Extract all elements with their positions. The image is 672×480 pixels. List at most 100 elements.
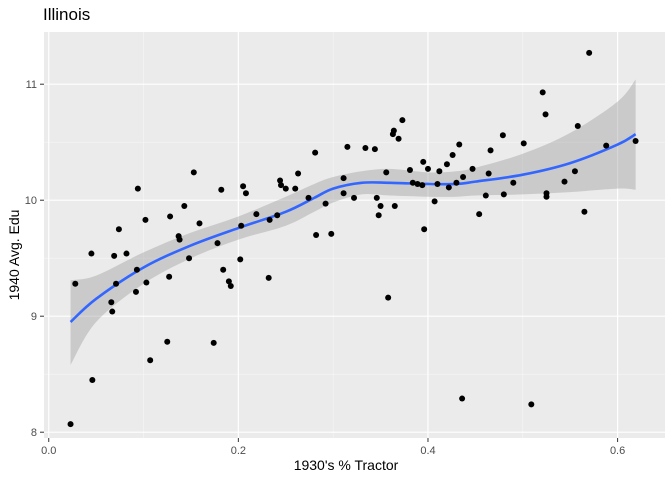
data-point <box>390 127 397 134</box>
data-point <box>214 240 221 247</box>
data-point <box>586 49 593 56</box>
data-point <box>571 168 578 175</box>
data-point <box>166 273 173 280</box>
data-point <box>115 226 122 233</box>
data-point <box>253 211 260 218</box>
y-tick-label: 11 <box>26 79 37 91</box>
data-point <box>373 194 380 201</box>
x-tick-label: 0.4 <box>420 445 435 457</box>
data-point <box>167 213 174 220</box>
data-point <box>500 191 507 198</box>
data-point <box>340 175 347 182</box>
data-point <box>445 184 452 191</box>
data-point <box>485 170 492 177</box>
data-point <box>632 138 639 145</box>
data-point <box>108 299 115 306</box>
data-point <box>542 111 549 118</box>
data-point <box>603 142 610 149</box>
data-point <box>456 141 463 148</box>
data-point <box>132 288 139 295</box>
data-point <box>67 421 74 428</box>
data-point <box>238 222 245 229</box>
data-point <box>210 339 217 346</box>
data-point <box>482 192 489 199</box>
data-point <box>89 377 96 383</box>
data-point <box>421 226 428 233</box>
data-point <box>142 216 149 223</box>
data-point <box>487 147 494 154</box>
x-tick-label: 0.2 <box>231 445 246 457</box>
x-tick-label: 0.0 <box>41 445 56 457</box>
data-point <box>383 169 390 176</box>
data-point <box>574 122 581 129</box>
data-point <box>237 256 244 263</box>
x-tick-label: 0.6 <box>610 445 625 457</box>
data-point <box>292 185 299 192</box>
data-point <box>362 145 369 151</box>
data-point <box>561 178 568 185</box>
data-point <box>539 89 546 96</box>
minor-gridlines <box>44 32 665 438</box>
data-point <box>274 212 281 219</box>
chart-title: Illinois <box>43 5 90 24</box>
data-point <box>391 203 398 209</box>
data-point <box>424 165 431 172</box>
data-point <box>510 179 517 186</box>
y-tick-label: 8 <box>31 427 37 439</box>
data-point <box>322 200 329 207</box>
data-point <box>278 182 285 189</box>
data-point <box>499 132 506 139</box>
data-point <box>147 357 154 364</box>
data-point <box>520 140 527 147</box>
data-point <box>134 185 141 192</box>
data-point <box>143 279 150 286</box>
data-point <box>476 211 483 218</box>
data-point <box>581 208 588 215</box>
data-point <box>419 182 426 189</box>
data-point <box>434 180 441 187</box>
data-point <box>277 177 284 184</box>
data-point <box>227 283 234 290</box>
data-point <box>176 236 183 243</box>
data-point <box>543 193 550 200</box>
data-point <box>469 165 476 172</box>
data-point <box>395 135 402 142</box>
data-point <box>377 203 384 209</box>
data-point <box>266 216 273 223</box>
data-point <box>305 194 312 201</box>
data-point <box>265 274 272 281</box>
data-point <box>399 117 406 124</box>
data-point <box>459 395 466 402</box>
data-point <box>111 252 118 259</box>
y-tick-label: 9 <box>31 311 37 323</box>
axes: 0.0 0.2 0.4 0.6 8 9 10 11 <box>25 79 625 457</box>
data-point <box>414 180 421 187</box>
data-point <box>351 194 358 201</box>
data-point <box>88 250 95 257</box>
data-points <box>67 49 639 428</box>
data-point <box>460 174 467 180</box>
data-point <box>443 161 450 168</box>
data-point <box>431 198 438 205</box>
data-point <box>344 143 351 150</box>
data-point <box>196 220 203 227</box>
data-point <box>220 266 227 273</box>
data-point <box>123 250 130 257</box>
data-point <box>385 294 392 301</box>
y-axis-title: 1940 Avg. Edu <box>6 210 22 301</box>
data-point <box>328 230 335 237</box>
smooth-fit-line <box>69 132 637 323</box>
data-point <box>240 183 247 190</box>
data-point <box>225 278 232 285</box>
plot-panel <box>44 32 665 438</box>
data-point <box>312 149 319 156</box>
data-point <box>282 185 289 192</box>
data-point <box>375 212 382 219</box>
data-point <box>449 151 456 158</box>
data-point <box>436 168 443 175</box>
data-point <box>409 179 416 186</box>
data-point <box>420 158 427 165</box>
data-point <box>242 190 249 197</box>
data-point <box>528 401 535 408</box>
